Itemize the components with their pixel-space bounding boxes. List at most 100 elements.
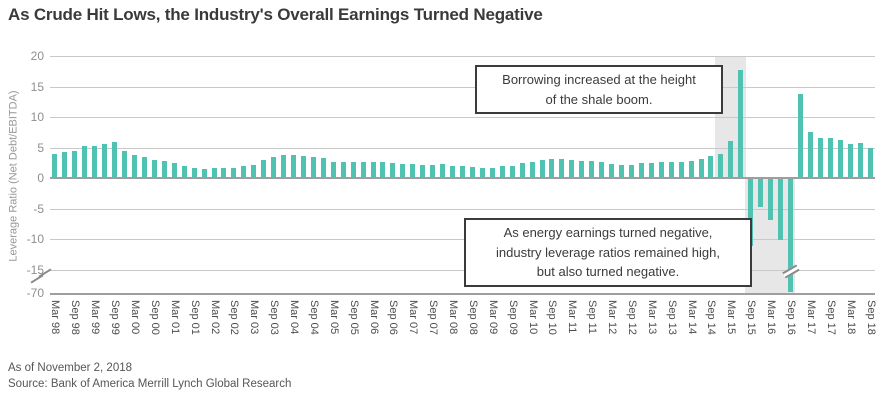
x-tick-label: Sep 15 bbox=[745, 300, 758, 335]
x-tick-label: Mar 15 bbox=[725, 300, 738, 335]
bar bbox=[440, 164, 446, 178]
bar bbox=[718, 154, 724, 178]
gridline bbox=[50, 87, 875, 88]
y-tick-label: 15 bbox=[30, 80, 44, 94]
bar bbox=[827, 138, 833, 178]
bar bbox=[628, 165, 634, 178]
bar bbox=[658, 162, 664, 178]
bar bbox=[489, 168, 495, 178]
x-tick-label: Sep 16 bbox=[785, 300, 797, 335]
bar bbox=[141, 157, 147, 178]
annotation-line: industry leverage ratios remained high, bbox=[495, 244, 720, 260]
x-tick-label: Sep 11 bbox=[586, 300, 599, 335]
bar bbox=[529, 162, 535, 178]
bar bbox=[817, 138, 823, 178]
x-tick-label: Mar 00 bbox=[128, 300, 141, 335]
bar bbox=[390, 163, 396, 178]
x-tick-label: Mar 02 bbox=[208, 300, 221, 335]
bar bbox=[847, 144, 853, 178]
x-tick-label: Mar 14 bbox=[685, 300, 698, 335]
footnote-as-of: As of November 2, 2018 bbox=[8, 362, 133, 374]
x-tick-label: Sep 14 bbox=[705, 300, 718, 335]
x-tick-label: Mar 16 bbox=[765, 300, 778, 335]
x-tick-label: Mar 17 bbox=[804, 300, 817, 335]
bar bbox=[430, 165, 436, 178]
x-tick-label: Mar 10 bbox=[526, 300, 539, 335]
bar bbox=[748, 179, 754, 246]
zero-line bbox=[50, 177, 875, 179]
y-tick-label: 20 bbox=[30, 49, 44, 63]
bar bbox=[569, 160, 575, 178]
bar bbox=[559, 159, 565, 178]
x-tick-label: Mar 11 bbox=[566, 300, 579, 334]
x-tick-label: Sep 02 bbox=[228, 300, 241, 335]
bar bbox=[778, 179, 784, 240]
bar bbox=[410, 164, 416, 178]
x-tick-label: Sep 04 bbox=[307, 300, 320, 335]
x-tick-label: Sep 01 bbox=[188, 300, 201, 335]
bar bbox=[330, 162, 336, 178]
bar bbox=[122, 151, 128, 178]
bar bbox=[171, 163, 177, 178]
annotation-box-2: As energy earnings turned negative, indu… bbox=[464, 218, 752, 287]
bar bbox=[340, 162, 346, 178]
bar bbox=[837, 140, 843, 178]
bar bbox=[310, 157, 316, 178]
x-tick-label: Mar 04 bbox=[288, 300, 301, 335]
y-tick-label: 0 bbox=[37, 171, 44, 185]
bar bbox=[62, 152, 68, 178]
x-tick-label: Sep 05 bbox=[347, 300, 360, 335]
bar bbox=[102, 144, 108, 178]
x-tick-label: Mar 05 bbox=[327, 300, 340, 335]
bar bbox=[92, 146, 98, 178]
bar bbox=[698, 159, 704, 178]
x-tick-label: Sep 13 bbox=[665, 300, 678, 335]
gridline bbox=[50, 239, 875, 240]
x-tick-label: Sep 08 bbox=[466, 300, 479, 335]
annotation-line: As energy earnings turned negative, bbox=[503, 225, 713, 240]
x-tick-label: Sep 12 bbox=[625, 300, 638, 335]
x-axis-line bbox=[50, 293, 875, 295]
gridline bbox=[50, 56, 875, 57]
x-tick-label: Sep 03 bbox=[268, 300, 281, 335]
bar bbox=[788, 179, 793, 292]
annotation-box-1: Borrowing increased at the height of the… bbox=[475, 65, 723, 114]
bar bbox=[469, 167, 475, 178]
x-tick-label: Mar 03 bbox=[248, 300, 261, 335]
bar bbox=[599, 162, 605, 178]
bar bbox=[370, 162, 376, 178]
x-tick-label: Mar 01 bbox=[168, 300, 181, 335]
bar bbox=[211, 168, 217, 178]
bar bbox=[52, 154, 58, 178]
bar bbox=[479, 168, 485, 178]
x-tick-label: Sep 98 bbox=[69, 300, 82, 335]
bar bbox=[251, 165, 257, 178]
x-tick-label: Sep 07 bbox=[427, 300, 440, 335]
gridline bbox=[50, 148, 875, 149]
x-tick-label: Mar 12 bbox=[606, 300, 619, 335]
bar bbox=[758, 179, 764, 207]
bar bbox=[82, 146, 88, 178]
bar bbox=[241, 166, 247, 178]
bar bbox=[300, 156, 306, 178]
bar bbox=[768, 179, 774, 220]
bar bbox=[648, 163, 654, 178]
bar bbox=[857, 143, 863, 178]
bar bbox=[231, 168, 237, 178]
x-tick-label: Mar 06 bbox=[367, 300, 380, 335]
x-axis-labels: Mar 98 Sep 98 Mar 99 Sep 99 Mar 00 Sep 00 Mar … bbox=[49, 300, 876, 358]
bar bbox=[708, 156, 714, 178]
bar bbox=[738, 70, 744, 178]
bar bbox=[678, 162, 684, 178]
bar bbox=[151, 160, 157, 178]
bar bbox=[460, 166, 465, 178]
x-tick-label: Sep 00 bbox=[148, 300, 161, 335]
x-tick-label: Sep 10 bbox=[546, 300, 559, 335]
y-tick-label: -70 bbox=[26, 286, 44, 300]
x-tick-label: Mar 13 bbox=[645, 300, 658, 335]
y-tick-label: 5 bbox=[37, 141, 44, 155]
bar bbox=[181, 166, 187, 178]
x-tick-label: Mar 98 bbox=[49, 300, 62, 335]
bar bbox=[619, 165, 625, 178]
x-tick-label: Mar 18 bbox=[844, 300, 857, 335]
